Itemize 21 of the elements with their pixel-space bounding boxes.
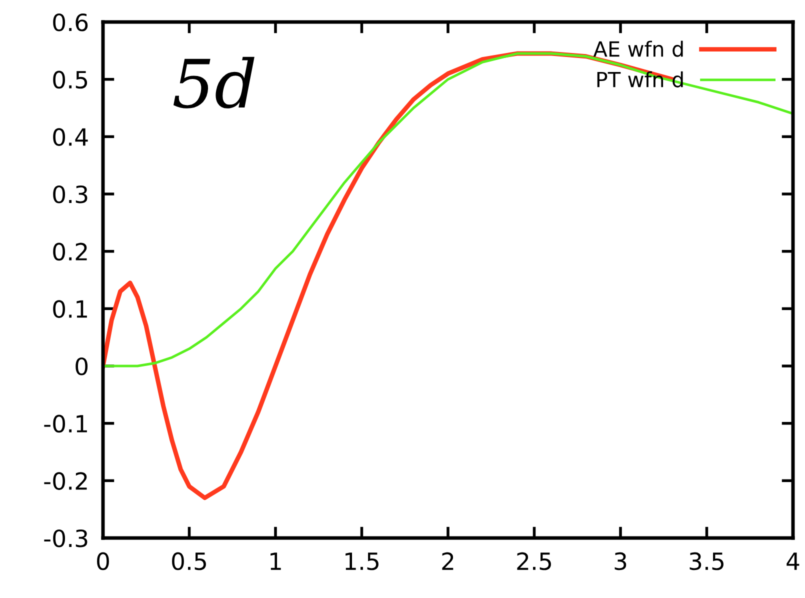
x-tick-label: 1.5 <box>346 552 378 570</box>
x-tick-label: 0.5 <box>172 552 206 570</box>
y-tick-label: -0.2 <box>44 472 87 490</box>
y-tick-label: 0.1 <box>53 300 87 318</box>
y-tick-label: -0.1 <box>44 414 87 433</box>
x-tick-label: 4 <box>786 552 800 570</box>
x-tick-label: 3.5 <box>690 552 724 570</box>
y-tick-label: 0.5 <box>53 70 88 89</box>
x-tick-label: 2.5 <box>517 552 551 570</box>
y-tick-label: 0.4 <box>53 128 88 146</box>
y-tick-label: 0.6 <box>53 13 88 32</box>
x-tick-label: 2 <box>442 552 454 570</box>
y-tick-label: 0.3 <box>53 185 88 204</box>
x-tick-label: 3 <box>614 552 626 570</box>
y-tick-label: 0.2 <box>53 242 87 261</box>
y-tick-label: 0 <box>76 357 88 376</box>
x-tick-label: 1 <box>270 552 281 570</box>
y-tick-label: -0.3 <box>44 529 88 548</box>
legend-label: AE wfn d <box>593 40 683 57</box>
annotation: 5d <box>174 56 254 108</box>
x-tick-label: 0 <box>97 552 109 570</box>
